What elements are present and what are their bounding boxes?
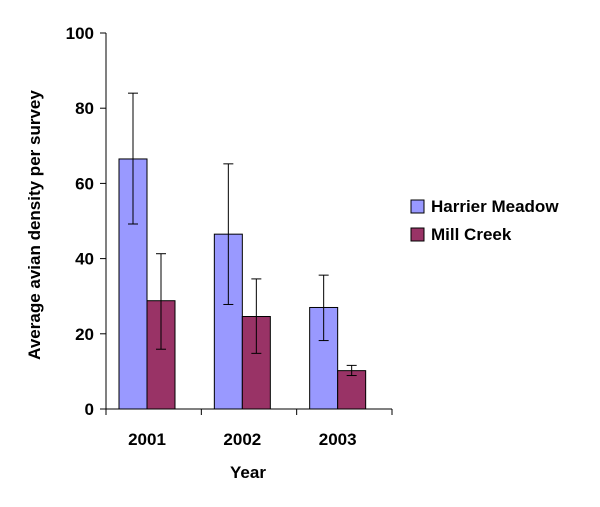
y-tick-label: 0 (85, 400, 94, 419)
error-bars-layer (128, 92, 357, 377)
legend-label: Mill Creek (431, 225, 512, 244)
x-axis-title: Year (230, 463, 266, 482)
legend: Harrier Meadow Mill Creek (410, 197, 559, 244)
y-axis-title: Average avian density per survey (25, 90, 44, 360)
legend-item-mill-creek: Mill Creek (410, 225, 512, 244)
legend-label: Harrier Meadow (431, 197, 559, 216)
x-tick-label: 2001 (128, 430, 166, 449)
bars-layer (118, 158, 367, 410)
y-tick-labels: 0 20 40 60 80 100 (66, 24, 94, 419)
bar-mill-creek-2003 (337, 370, 367, 410)
y-tick-label: 40 (75, 250, 94, 269)
error-bar-mill-creek-2003 (346, 364, 357, 377)
error-bar-harrier-meadow-2002 (223, 163, 234, 305)
legend-swatch (410, 199, 425, 214)
y-tick-label: 60 (75, 174, 94, 193)
x-tick-label: 2003 (319, 430, 357, 449)
y-tick-label: 80 (75, 99, 94, 118)
legend-swatch (410, 227, 425, 242)
x-tick-labels: 2001 2002 2003 (128, 430, 356, 449)
bar-mill-creek-2001 (146, 300, 176, 410)
error-bar-harrier-meadow-2003 (318, 274, 329, 342)
legend-item-harrier-meadow: Harrier Meadow (410, 197, 559, 216)
error-bar-harrier-meadow-2001 (128, 92, 138, 225)
y-tick-label: 20 (75, 325, 94, 344)
y-tick-label: 100 (66, 24, 94, 43)
error-bar-mill-creek-2001 (156, 253, 166, 350)
error-bar-mill-creek-2002 (251, 278, 262, 354)
x-tick-label: 2002 (223, 430, 261, 449)
axes-layer (100, 32, 393, 415)
